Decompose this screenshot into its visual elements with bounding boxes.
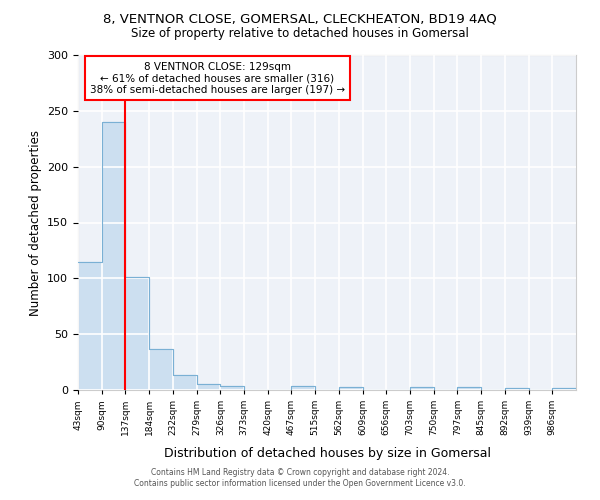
X-axis label: Distribution of detached houses by size in Gomersal: Distribution of detached houses by size …: [163, 446, 491, 460]
Y-axis label: Number of detached properties: Number of detached properties: [29, 130, 41, 316]
Text: 8, VENTNOR CLOSE, GOMERSAL, CLECKHEATON, BD19 4AQ: 8, VENTNOR CLOSE, GOMERSAL, CLECKHEATON,…: [103, 12, 497, 26]
Text: 8 VENTNOR CLOSE: 129sqm
← 61% of detached houses are smaller (316)
38% of semi-d: 8 VENTNOR CLOSE: 129sqm ← 61% of detache…: [90, 62, 345, 95]
Text: Size of property relative to detached houses in Gomersal: Size of property relative to detached ho…: [131, 28, 469, 40]
Text: Contains HM Land Registry data © Crown copyright and database right 2024.
Contai: Contains HM Land Registry data © Crown c…: [134, 468, 466, 487]
